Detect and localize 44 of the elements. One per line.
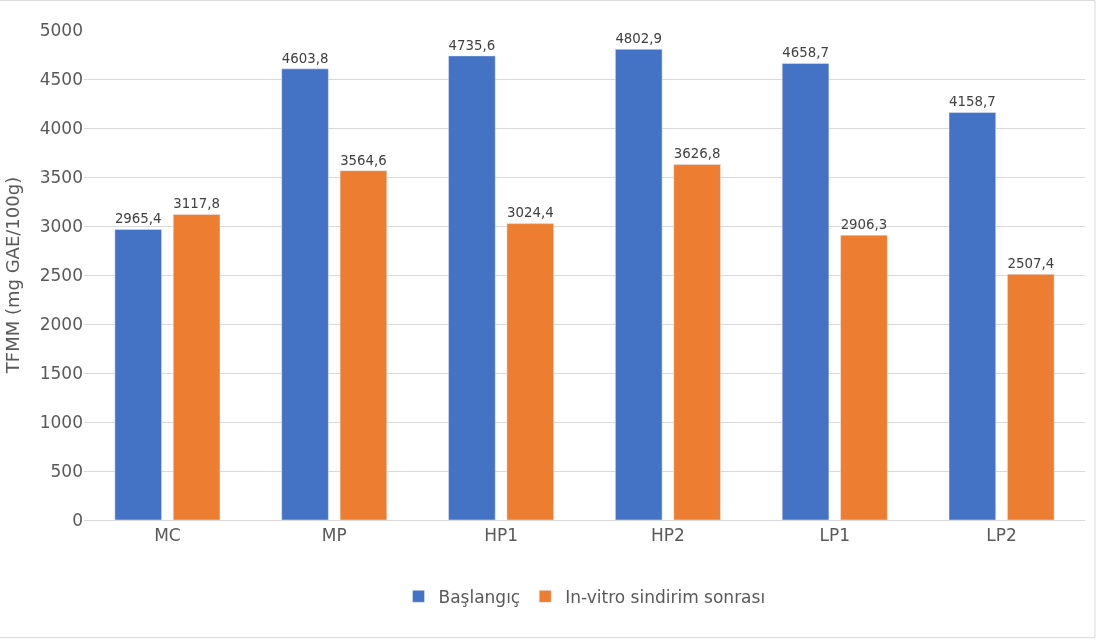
data-label: 2507,4 (1007, 256, 1055, 272)
bar (281, 68, 329, 520)
legend-label: Başlangıç (438, 586, 521, 607)
x-tick-label: HP2 (650, 525, 685, 546)
bar (948, 112, 996, 520)
data-label: 3564,6 (340, 152, 387, 168)
data-label: 2965,4 (114, 211, 162, 227)
legend-label: In-vitro sindirim sonrası (565, 586, 766, 607)
bar (339, 170, 388, 520)
bar (673, 164, 721, 520)
y-axis-title: TFMM (mg GAE/100g) (1, 176, 23, 375)
bar (615, 49, 663, 520)
bar (506, 223, 554, 520)
x-tick-label: HP1 (484, 525, 519, 546)
x-tick-label: MC (154, 525, 181, 546)
data-label: 3626,8 (673, 146, 721, 162)
bar (781, 63, 830, 520)
data-label: 4158,7 (949, 94, 996, 110)
y-tick-label: 2500 (39, 264, 83, 285)
bar (173, 214, 221, 520)
y-tick-label: 3000 (39, 215, 83, 236)
x-tick-label: LP2 (986, 525, 1017, 546)
bar (114, 229, 162, 520)
y-tick-label: 3500 (39, 166, 83, 187)
data-label: 4735,6 (448, 37, 496, 53)
data-label: 4603,8 (281, 50, 329, 66)
y-tick-label: 2000 (39, 313, 83, 334)
y-tick-label: 1500 (39, 362, 83, 383)
y-tick-label: 5000 (39, 19, 83, 40)
data-label: 3117,8 (173, 196, 220, 212)
data-label: 4802,9 (615, 31, 663, 47)
y-tick-label: 1000 (39, 411, 83, 432)
data-label: 4658,7 (782, 45, 829, 61)
bar (448, 55, 496, 520)
bar (1007, 274, 1055, 520)
data-label: 2906,3 (840, 217, 888, 233)
x-tick-label: LP1 (819, 525, 851, 546)
y-tick-label: 4500 (39, 68, 83, 89)
bar (840, 234, 888, 520)
x-tick-label: MP (321, 525, 347, 546)
y-tick-label: 500 (50, 460, 83, 481)
data-label: 3024,4 (506, 205, 554, 221)
y-tick-label: 0 (72, 509, 83, 530)
y-tick-label: 4000 (39, 117, 83, 138)
